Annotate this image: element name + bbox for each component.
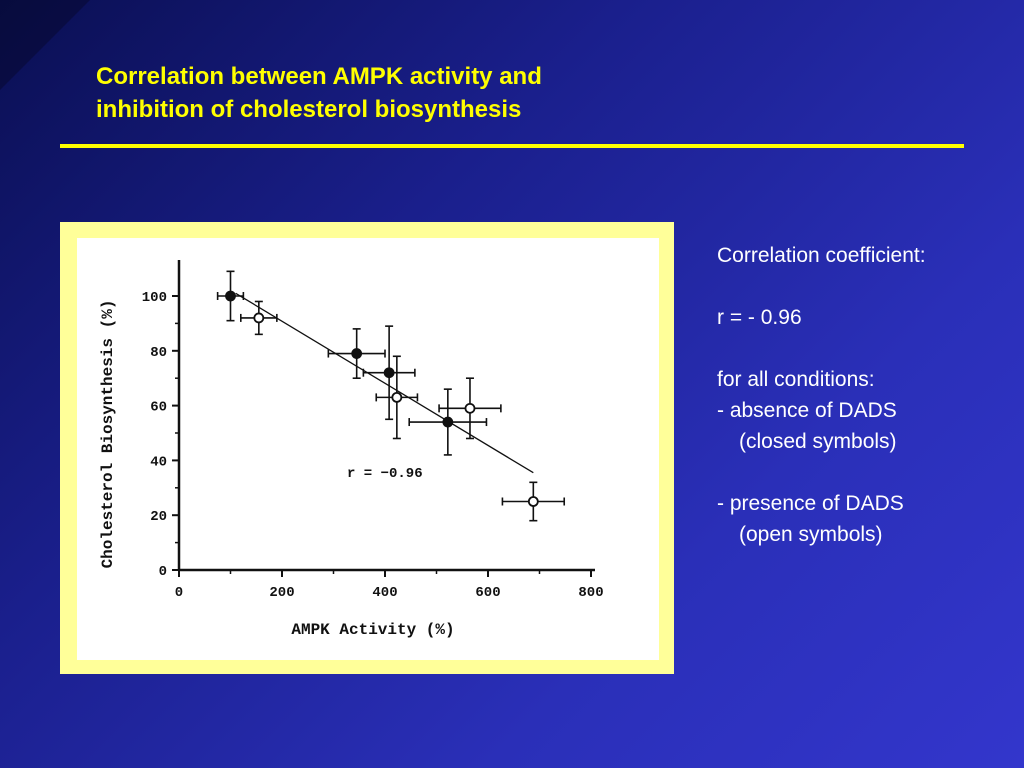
regression-line [235, 292, 534, 474]
closed-point [225, 290, 236, 302]
x-tick-label: 200 [269, 585, 294, 601]
x-tick-label: 0 [175, 585, 183, 601]
condition-2-line-2: (open symbols) [739, 523, 883, 546]
condition-2-line-1: - presence of DADS [717, 492, 904, 515]
slide-title: Correlation between AMPK activity and in… [96, 60, 796, 126]
x-tick-label: 800 [578, 585, 603, 601]
open-point [464, 402, 476, 414]
chart-paper: 0 20 40 60 80 100 0 200 400 600 800 r = −0.96 AMPK… [77, 238, 659, 660]
closed-point [383, 367, 395, 379]
condition-1-line-2: (closed symbols) [739, 430, 897, 453]
axes: 0 20 40 60 80 100 0 200 400 600 800 [142, 260, 604, 601]
y-tick-label: 100 [142, 290, 167, 306]
spacer [717, 333, 1017, 364]
chart-frame: 0 20 40 60 80 100 0 200 400 600 800 r = −0.96 AMPK… [60, 222, 674, 674]
correlation-heading: Correlation coefficient: [717, 244, 926, 267]
y-tick-label: 60 [150, 400, 167, 416]
side-panel: Correlation coefficient: r = - 0.96 for … [717, 240, 1017, 550]
closed-point [442, 416, 454, 428]
x-tick-label: 600 [475, 585, 500, 601]
open-point [391, 391, 403, 403]
condition-1-line-1: - absence of DADS [717, 399, 897, 422]
y-tick-label: 20 [150, 509, 167, 525]
y-tick-label: 80 [150, 345, 167, 361]
x-axis-label: AMPK Activity (%) [291, 621, 454, 639]
open-point [527, 496, 539, 507]
corner-shade [0, 0, 90, 90]
scatter-chart: 0 20 40 60 80 100 0 200 400 600 800 r = −0.96 AMPK… [99, 260, 604, 639]
closed-point [351, 348, 363, 359]
y-axis-label: Cholesterol Biosynthesis (%) [99, 300, 117, 569]
title-underline [60, 144, 964, 148]
r-value: r = - 0.96 [717, 306, 802, 329]
title-line-1: Correlation between AMPK activity and [96, 63, 542, 90]
y-tick-label: 40 [150, 454, 167, 470]
r-annotation: r = −0.96 [347, 466, 423, 482]
spacer [717, 457, 1017, 488]
open-point [253, 312, 265, 324]
spacer [717, 271, 1017, 302]
title-line-2: inhibition of cholesterol biosynthesis [96, 96, 522, 123]
data-points [216, 270, 566, 522]
y-tick-label: 0 [159, 564, 167, 580]
x-tick-label: 400 [372, 585, 397, 601]
regression-line-group [235, 292, 534, 474]
conditions-heading: for all conditions: [717, 368, 875, 391]
